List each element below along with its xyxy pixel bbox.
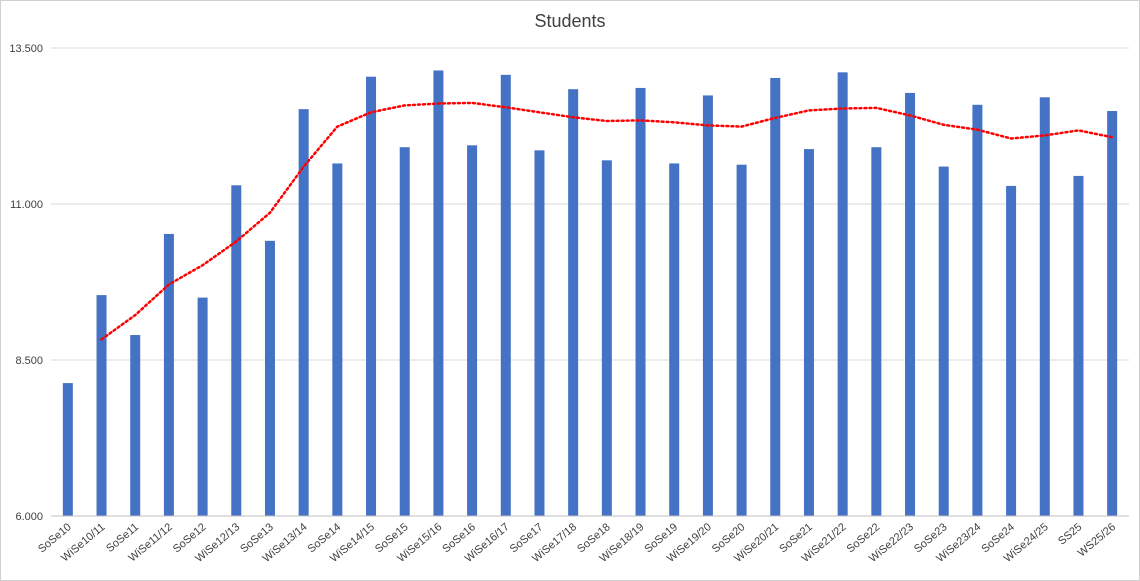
bar [871, 147, 882, 516]
bar [905, 92, 916, 516]
bar [1073, 175, 1084, 517]
bar [231, 185, 242, 516]
bar [1039, 97, 1050, 517]
bar [938, 166, 949, 516]
bar [197, 297, 208, 516]
x-tick-label: WS25/26 [1076, 521, 1118, 559]
bar [534, 150, 545, 516]
bar [264, 240, 275, 517]
bar [702, 95, 713, 516]
bar [332, 163, 343, 516]
y-tick-label: 6.000 [15, 511, 43, 523]
bar [736, 164, 747, 517]
bar [770, 77, 781, 517]
bar [669, 163, 680, 516]
x-axis: SoSe10WiSe10/11SoSe11WiSe11/12SoSe12WiSe… [36, 515, 1129, 565]
y-tick-label: 8.500 [15, 355, 43, 367]
y-tick-label: 11.000 [10, 199, 43, 211]
bar [130, 335, 141, 516]
bar [500, 74, 511, 516]
bar [433, 70, 444, 517]
bar [163, 233, 174, 516]
bar [62, 383, 73, 516]
y-tick-label: 13.500 [9, 43, 43, 55]
bar [96, 295, 107, 516]
trend-line [100, 101, 1114, 341]
bar [1107, 111, 1118, 517]
x-tick-label: SS25 [1056, 521, 1084, 547]
bar [467, 145, 478, 516]
chart-title: Students [534, 11, 606, 31]
bar [803, 149, 814, 516]
bar [837, 72, 848, 516]
bar-series [62, 70, 1118, 517]
bar [298, 109, 309, 516]
y-axis: 6.000 8.500 11.000 13.500 [9, 43, 43, 523]
bar [635, 87, 646, 516]
gridlines [51, 47, 1129, 517]
bar [601, 160, 612, 516]
bar [366, 76, 377, 516]
bar [568, 89, 579, 517]
trend-line-series [100, 101, 1114, 341]
bar [1006, 185, 1017, 517]
bar [399, 147, 410, 516]
bar [972, 104, 983, 516]
